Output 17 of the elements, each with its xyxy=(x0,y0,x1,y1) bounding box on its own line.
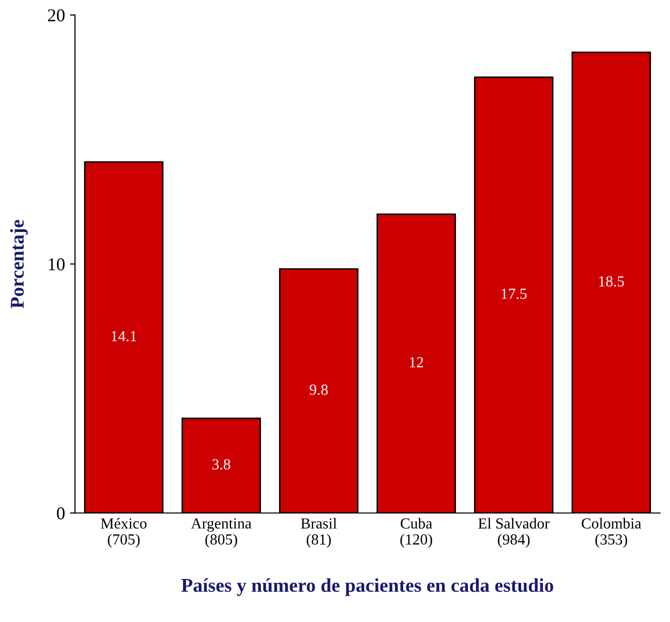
x-tick-label: El Salvador (984) xyxy=(478,518,550,548)
x-tick-label: Colombia (353) xyxy=(582,518,642,548)
y-tick-label: 0 xyxy=(56,507,65,520)
data-label: 3.8 xyxy=(212,459,230,470)
x-tick-label: Brasil (81) xyxy=(300,518,337,548)
data-label: 9.8 xyxy=(310,384,328,395)
x-tick-label: Argentina (805) xyxy=(190,518,252,548)
y-tick-label: 20 xyxy=(48,9,65,22)
x-axis-title: Países y número de pacientes en cada estudio xyxy=(181,578,554,596)
x-tick-label: México (705) xyxy=(100,518,146,548)
data-label: 14.1 xyxy=(112,331,136,342)
y-tick-label: 10 xyxy=(48,258,65,270)
x-tick-label: Cuba (120) xyxy=(400,518,432,548)
data-label: 17.5 xyxy=(502,288,527,300)
data-label: 18.5 xyxy=(599,276,624,287)
y-axis-title: Porcentaje xyxy=(10,220,28,308)
data-label: 12 xyxy=(410,357,424,368)
